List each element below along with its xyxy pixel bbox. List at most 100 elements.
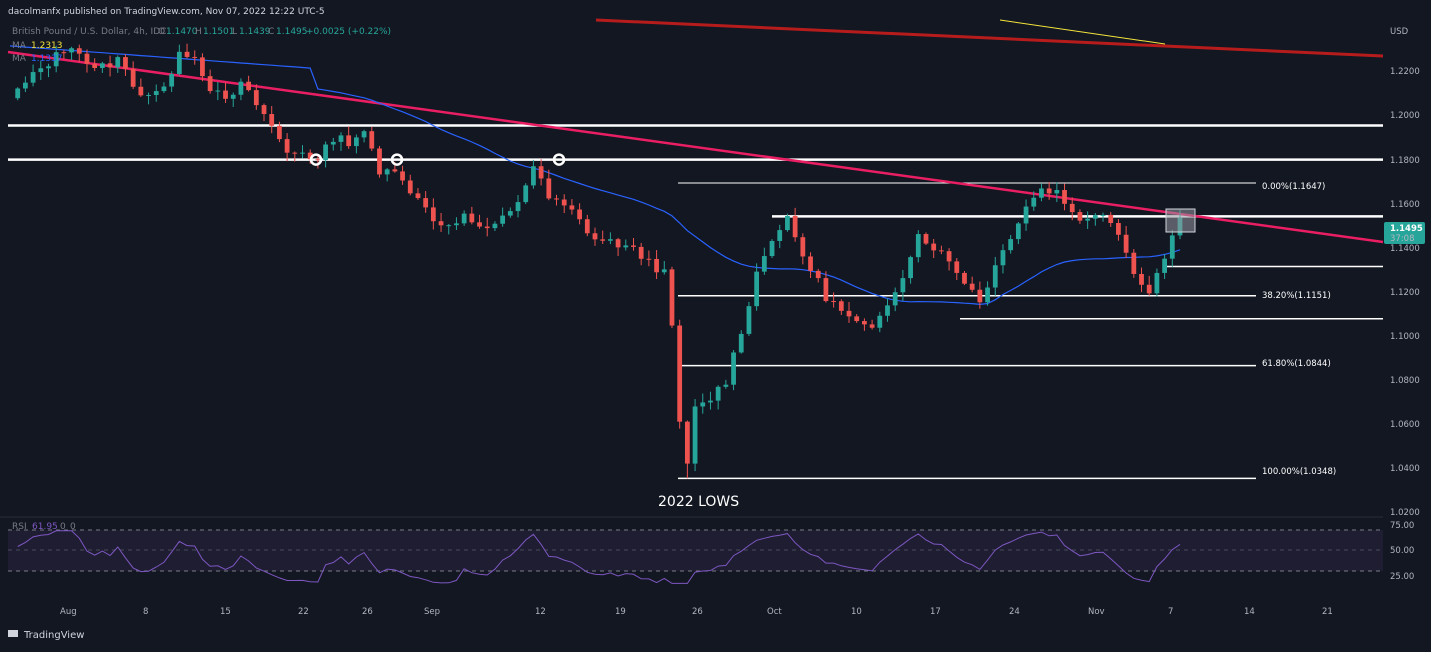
candle-body [1108,214,1114,224]
price-axis[interactable]: USD 1.2200 1.2000 1.1800 1.1600 1.1400 1… [1390,27,1420,518]
candle-body [223,90,228,99]
ohlc-o-value: 1.1470 [166,27,198,37]
candle-body [1062,189,1067,204]
published-line: dacolmanfx published on TradingView.com,… [8,7,325,17]
candle-body [885,305,890,316]
downtrend-line [7,50,1384,244]
candle-body [461,213,467,224]
ohlc-h-value: 1.1501 [203,27,235,37]
candle-body [538,166,544,179]
candle-body [315,159,321,161]
time-label: 15 [220,607,231,617]
candle-body [253,90,259,106]
candle-body [215,90,221,92]
time-label: Nov [1088,607,1105,617]
candle-body [838,301,844,311]
candle-body [307,152,313,160]
fib-label-61: 61.80%(1.0844) [1262,359,1331,369]
candle-body [184,51,190,57]
symbol-legend[interactable]: British Pound / U.S. Dollar, 4h, IDC O 1… [12,27,391,37]
candle-body [407,180,413,194]
candle-body [361,131,367,138]
candle-body [638,246,644,259]
candle-body [738,333,744,353]
candle-body [377,148,382,175]
candle-body [1085,218,1091,221]
candle-body [76,48,82,54]
candle-body [877,315,883,328]
rsi-label: RSI [12,522,27,532]
candle-body [923,234,929,244]
candle-body [207,76,213,92]
time-label: Oct [767,607,782,617]
time-axis[interactable]: Aug 8 15 22 26 Sep 12 19 26 Oct 10 17 24… [60,607,1333,617]
candle-body [292,152,298,154]
candle-body [792,215,798,238]
ohlc-h-label: H [195,27,202,37]
candle-body [584,219,590,234]
time-label: 8 [143,607,148,617]
time-label: 26 [362,607,373,617]
time-label: 21 [1322,607,1333,617]
candle-body [669,269,675,326]
rsi-tick: 50.00 [1390,546,1414,556]
candle-body [392,169,398,172]
candle-body [323,144,328,161]
candle-body [892,292,898,306]
price-tick: 1.0800 [1390,376,1420,386]
candle-body [1069,203,1075,213]
candle-body [785,215,790,231]
candle-body [153,91,159,95]
last-price-tag-bg [1384,222,1425,244]
candle-body [869,324,875,328]
candle-body [731,352,736,385]
candle-body [30,72,36,83]
price-tick: 1.2000 [1390,111,1420,121]
time-label: 19 [615,607,626,617]
candle-body [700,402,706,407]
candle-body [369,131,375,149]
candle-body [438,221,444,226]
candle-body [623,245,629,248]
ohlc-c-value: 1.1495 [276,27,308,37]
candle-body [715,386,721,401]
rsi-value: 61.95 [32,522,58,532]
time-label: 24 [1009,607,1020,617]
highlight-box[interactable] [1165,208,1196,233]
candle-body [969,283,975,290]
candle-body [684,421,690,464]
candle-body [115,57,121,68]
tradingview-logo[interactable]: TradingView [8,630,84,641]
ohlc-c-label: C [268,27,274,37]
candle-body [815,270,821,279]
candle-body [200,57,205,77]
ma2-label: MA [12,54,27,64]
candle-body [500,215,506,224]
candle-body [1000,250,1006,266]
moving-averages [9,45,1181,306]
candle-body [169,74,175,87]
price-tick: 1.1200 [1390,288,1420,298]
rsi-legend[interactable]: RSI 61.95 0 0 [12,522,76,532]
candle-body [261,105,267,115]
price-tick: 1.1800 [1390,156,1420,166]
candle-body [38,68,44,73]
ohlc-change: +0.0025 (+0.22%) [306,27,391,37]
rsi-tick: 75.00 [1390,521,1414,531]
candle-body [1131,252,1137,274]
ma1-legend[interactable]: MA 1.2313 [12,41,63,51]
candle-body [384,169,390,175]
candle-body [723,384,729,387]
candle-body [900,278,906,293]
rsi-line-group [17,530,1181,584]
candle-body [353,137,359,147]
candle-body [1054,189,1060,194]
candle-body [823,278,829,302]
price-tick: 1.0600 [1390,420,1420,430]
candle-body [330,141,336,145]
candle-body [192,56,198,58]
ma2-legend[interactable]: MA 1.1337 [12,54,63,64]
time-label: 10 [851,607,862,617]
ohlc-o-label: O [158,27,165,37]
